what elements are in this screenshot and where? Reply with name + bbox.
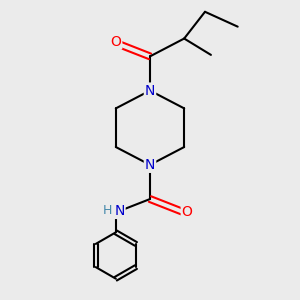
Text: O: O bbox=[182, 206, 193, 219]
Text: H: H bbox=[103, 204, 112, 218]
Text: N: N bbox=[145, 84, 155, 98]
Text: N: N bbox=[145, 158, 155, 172]
Text: O: O bbox=[110, 34, 121, 49]
Text: N: N bbox=[114, 204, 124, 218]
